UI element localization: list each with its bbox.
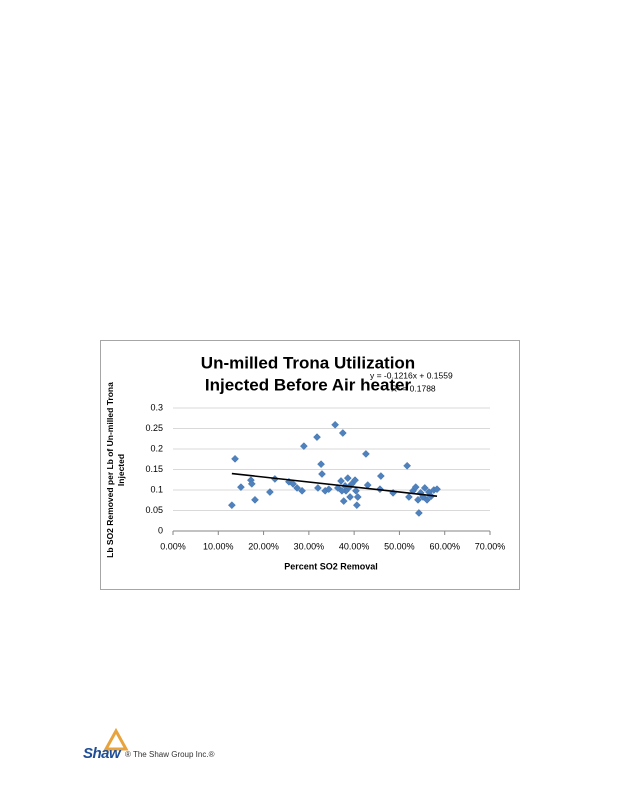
data-point (299, 442, 308, 451)
y-tick-label: 0.05 (145, 505, 163, 515)
data-point (353, 493, 362, 501)
x-tick-label: 10.00% (203, 541, 234, 551)
data-point (351, 476, 359, 485)
data-point (423, 495, 431, 504)
y-tick-label: 0.2 (150, 443, 163, 453)
y-axis-label: Lb SO2 Removed per Lb of Un-milled Trona… (105, 382, 126, 558)
data-point (314, 484, 322, 492)
data-point (411, 483, 420, 492)
x-axis-label: Percent SO2 Removal (284, 561, 378, 571)
data-point (376, 472, 385, 480)
data-point (433, 485, 441, 494)
data-point (352, 486, 360, 495)
data-point (338, 429, 347, 437)
data-point (231, 454, 239, 463)
data-point (346, 493, 354, 501)
data-point (338, 486, 346, 495)
data-point (324, 485, 333, 494)
company-name: ® The Shaw Group Inc.® (125, 750, 215, 759)
data-point (352, 501, 361, 510)
data-point (266, 488, 274, 496)
data-point (251, 495, 259, 504)
data-point (414, 495, 422, 504)
x-tick-label: 20.00% (248, 541, 279, 551)
x-tick-label: 40.00% (339, 541, 370, 551)
data-point (339, 497, 348, 505)
data-point (333, 484, 342, 492)
data-point (420, 484, 429, 492)
data-point (415, 509, 423, 517)
data-point (317, 460, 325, 469)
y-tick-label: 0.3 (150, 402, 163, 412)
x-tick-label: 50.00% (384, 541, 415, 551)
data-point (293, 484, 301, 492)
x-tick-label: 70.00% (475, 541, 506, 551)
data-point (405, 493, 413, 501)
y-tick-label: 0.1 (150, 484, 163, 494)
data-point (331, 420, 340, 429)
data-point (403, 461, 412, 470)
trendline-equation: y = -0.1216x + 0.1559 (370, 370, 453, 380)
chart-frame (100, 340, 520, 590)
x-tick-label: 0.00% (160, 541, 186, 551)
data-point (362, 450, 370, 458)
data-point (337, 477, 345, 485)
chart-title: Injected Before Air heater (205, 375, 412, 394)
y-tick-label: 0.15 (145, 464, 163, 474)
data-point (227, 501, 236, 510)
data-point (419, 493, 427, 501)
trendline-r-squared: R² = 0.1788 (391, 383, 436, 393)
data-point (289, 479, 297, 488)
data-point (343, 474, 352, 482)
x-tick-label: 60.00% (429, 541, 460, 551)
data-point (318, 470, 326, 478)
logo-mark (103, 727, 129, 751)
y-tick-label: 0.25 (145, 423, 163, 433)
data-point (247, 479, 256, 488)
logo-word: Shaw (83, 745, 121, 762)
trendline (231, 472, 438, 497)
data-point (298, 486, 306, 495)
chart-title: Un-milled Trona Utilization (201, 353, 415, 372)
y-tick-label: 0 (158, 525, 163, 535)
data-point (237, 483, 245, 492)
data-point (313, 433, 321, 441)
x-tick-label: 30.00% (294, 541, 325, 551)
